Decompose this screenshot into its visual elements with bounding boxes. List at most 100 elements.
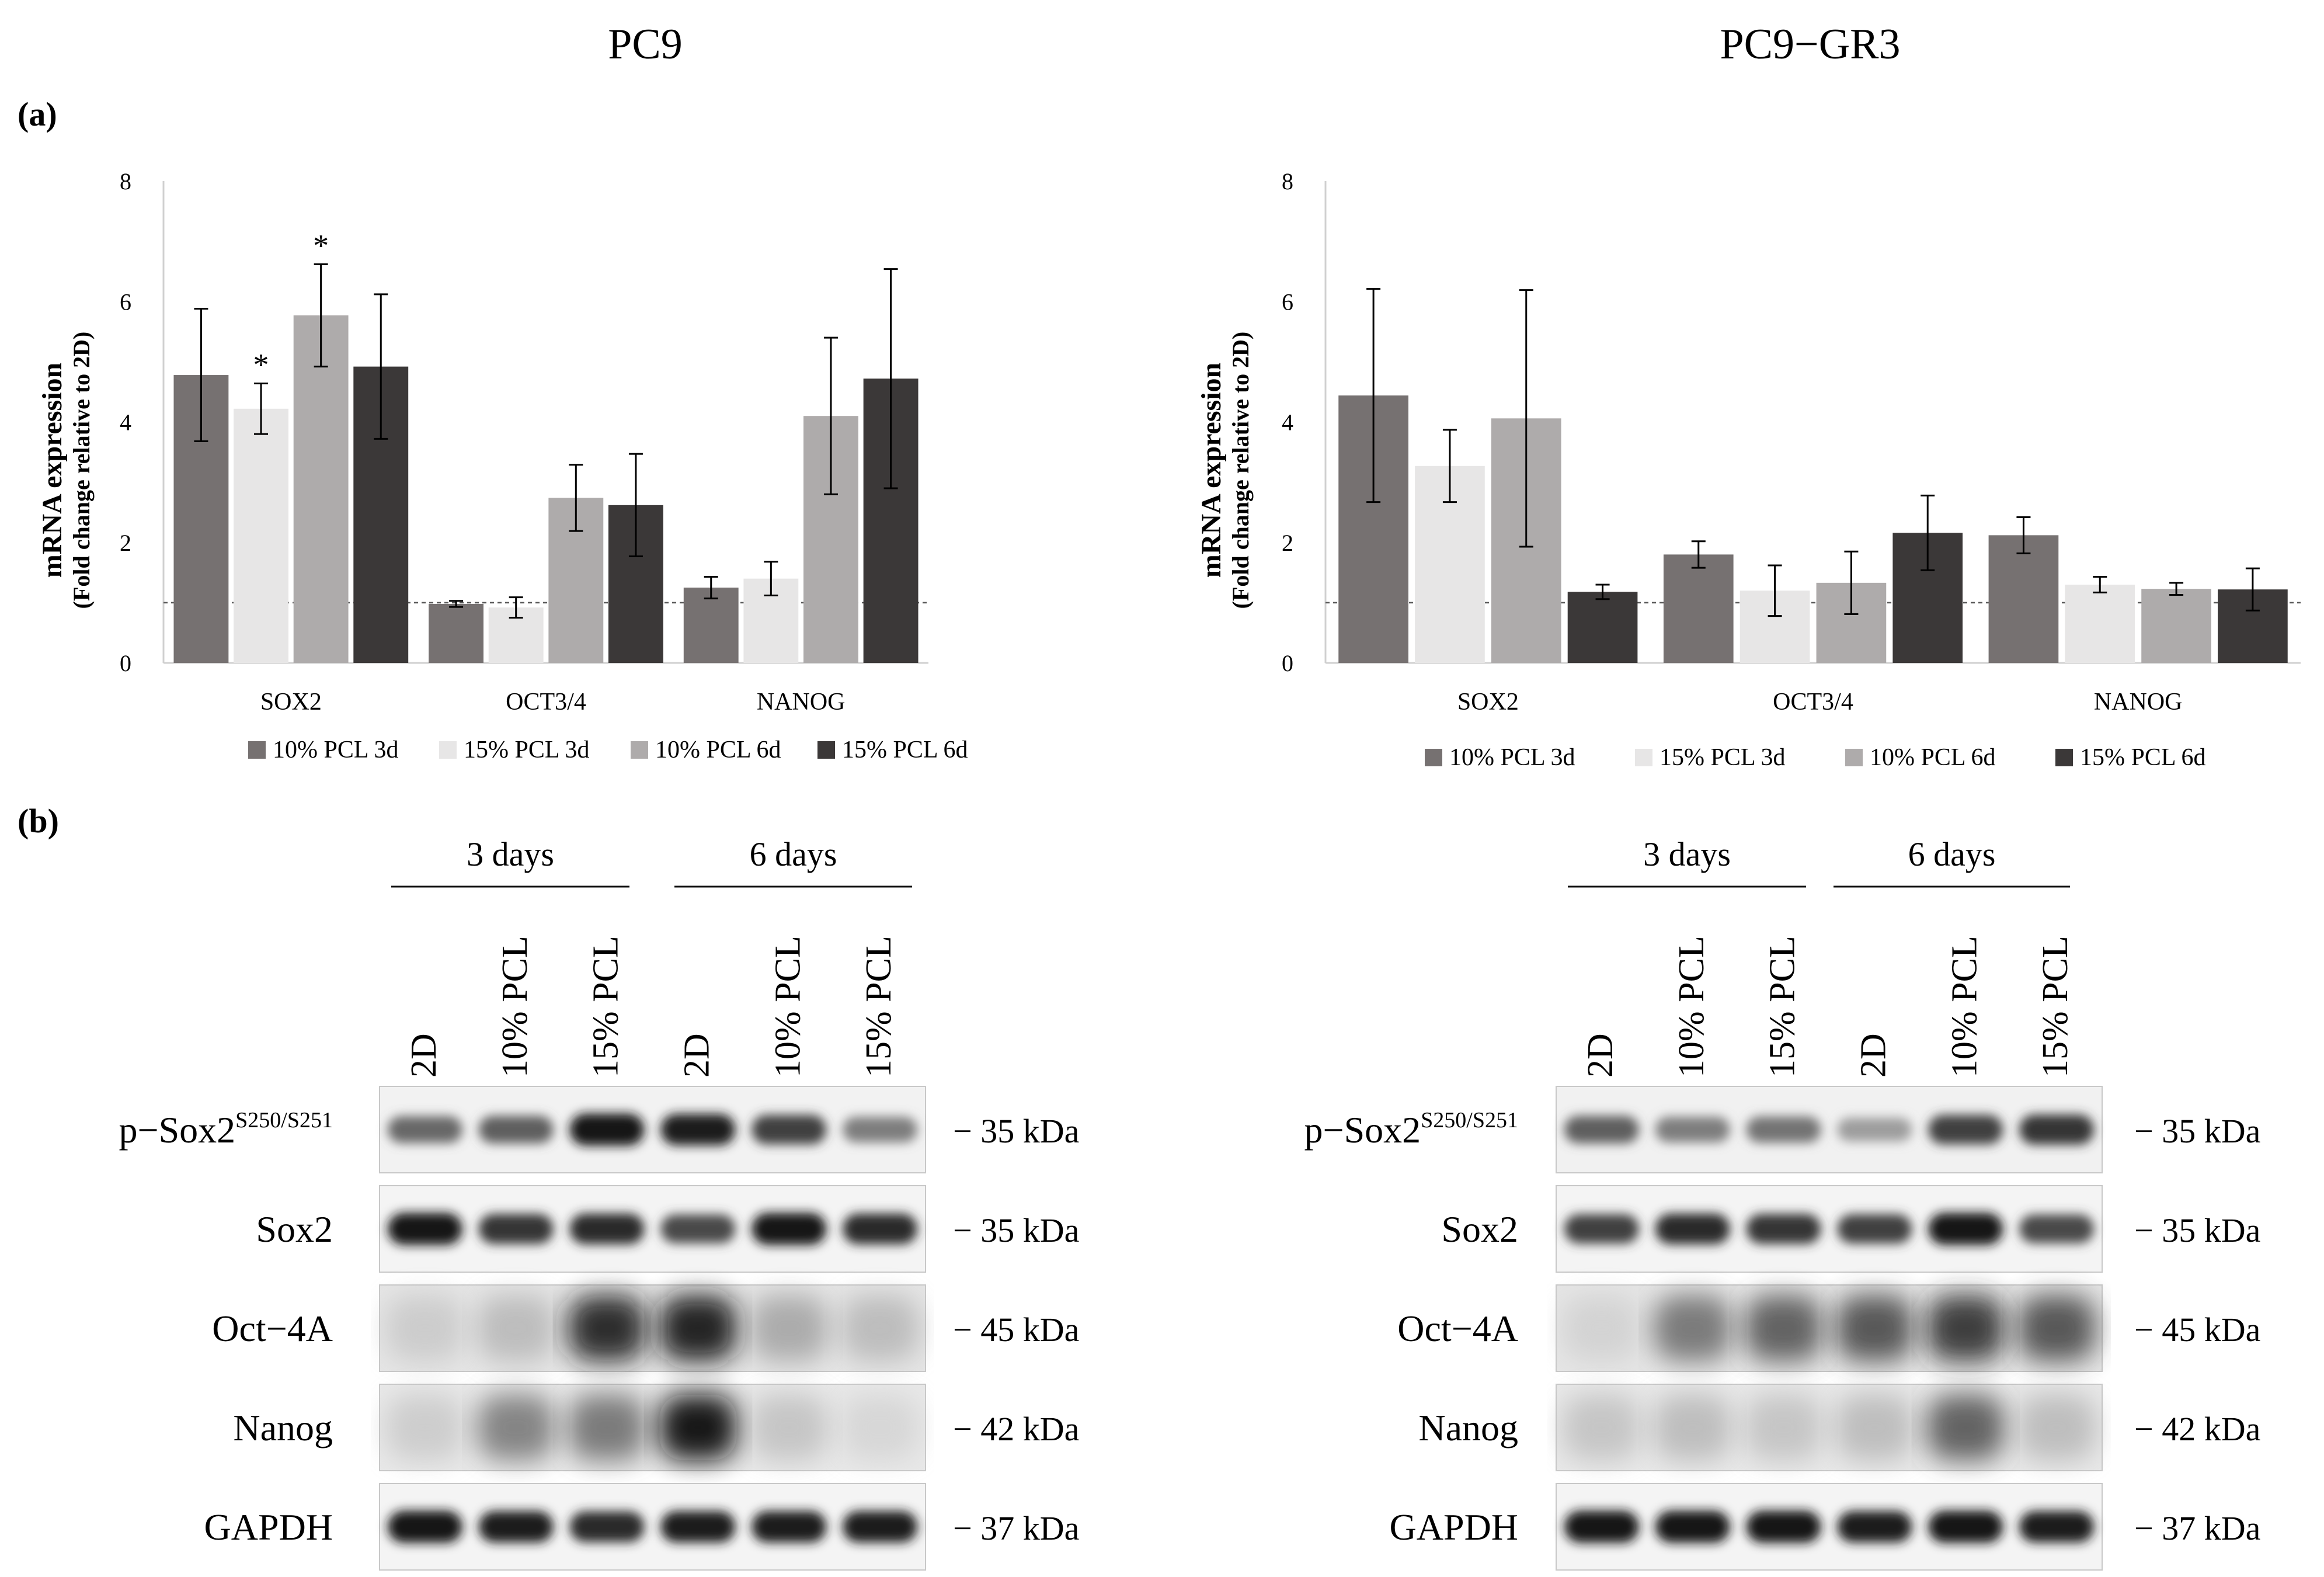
bar (1663, 554, 1734, 663)
protein-band (388, 1510, 462, 1543)
protein-band (752, 1114, 827, 1145)
molecular-weight-label: − 45 kDa (953, 1311, 1079, 1349)
western-blot-pc9: 3 days 6 days 2D 10% PCL 15% PCL 2D 10% PCL 15%… (119, 835, 1079, 1571)
lane-label: 2D (404, 1033, 444, 1078)
protein-band (1927, 1395, 2005, 1460)
legend-swatch (1425, 749, 1442, 766)
blot-row: p−Sox2S250/S251 − 35 kDa (119, 1086, 1079, 1173)
time-group-label: 6 days (1908, 835, 1996, 873)
category-label: OCT3/4 (506, 689, 586, 715)
protein-band (569, 1213, 645, 1245)
protein-band (1564, 1510, 1639, 1543)
y-tick-label: 8 (120, 168, 131, 194)
protein-name: Nanog (233, 1407, 333, 1449)
legend-label: 10% PCL 3d (1449, 744, 1575, 771)
significance-marker: * (313, 228, 329, 263)
protein-band (659, 1395, 737, 1460)
western-blot-pc9-gr3: 3 days 6 days 2D 10% PCL 15% PCL 2D 10% PCL 15%… (1304, 835, 2260, 1571)
molecular-weight-label: − 35 kDa (953, 1211, 1079, 1249)
protein-band (752, 1511, 827, 1543)
protein-band (843, 1511, 917, 1543)
protein-label: GAPDH (1390, 1506, 1518, 1548)
panel-a-label: (a) (18, 95, 57, 133)
protein-band (841, 1295, 919, 1361)
protein-band (569, 1511, 645, 1543)
phospho-site: S250/S251 (1421, 1108, 1518, 1133)
significance-marker: * (253, 348, 269, 383)
y-axis-label: mRNA expression (Fold change relative to… (37, 332, 95, 609)
protein-band (2017, 1395, 2096, 1460)
legend-swatch (631, 741, 648, 759)
protein-band (2017, 1295, 2096, 1361)
legend-label: 15% PCL 3d (464, 737, 589, 763)
protein-band (659, 1295, 737, 1361)
category-label: NANOG (757, 689, 846, 715)
protein-name: p−Sox2 (1304, 1109, 1421, 1151)
molecular-weight-label: − 35 kDa (953, 1112, 1079, 1150)
protein-band (386, 1395, 464, 1460)
protein-band (569, 1113, 645, 1146)
protein-band (1564, 1116, 1639, 1144)
bar (2141, 589, 2211, 663)
bar (293, 315, 349, 663)
protein-band (1836, 1395, 1914, 1460)
lane-label: 10% PCL (495, 936, 535, 1078)
protein-band (1655, 1510, 1730, 1543)
protein-band (2019, 1114, 2094, 1145)
protein-name: Sox2 (1441, 1208, 1518, 1250)
protein-band (478, 1511, 554, 1543)
membrane-strip (1556, 1483, 2103, 1571)
protein-band (1927, 1295, 2005, 1361)
bar (2065, 584, 2135, 663)
protein-band (1654, 1295, 1731, 1361)
protein-name: Oct−4A (212, 1308, 333, 1349)
blot-row: Nanog − 42 kDa (1418, 1384, 2260, 1471)
membrane-strip (379, 1284, 926, 1372)
legend-label: 15% PCL 6d (2080, 744, 2205, 771)
membrane-strip (1556, 1384, 2103, 1471)
protein-band (1745, 1295, 1822, 1361)
y-tick-label: 6 (120, 289, 131, 315)
protein-label: GAPDH (204, 1506, 333, 1548)
y-tick-label: 6 (1282, 289, 1293, 315)
phospho-site: S250/S251 (235, 1108, 333, 1133)
protein-band (1655, 1117, 1730, 1142)
lane-label: 15% PCL (1763, 936, 1803, 1078)
chart-title: PC9−GR3 (1720, 20, 1900, 68)
protein-band (1837, 1511, 1912, 1543)
molecular-weight-label: − 37 kDa (2134, 1509, 2260, 1547)
protein-band (1563, 1295, 1641, 1361)
legend-label: 15% PCL 3d (1659, 744, 1785, 771)
legend: 10% PCL 3d 15% PCL 3d 10% PCL 6d 15% PCL 6d (1425, 744, 2205, 771)
protein-band (386, 1295, 464, 1361)
chart-title: PC9 (608, 20, 683, 68)
bar (683, 588, 739, 663)
protein-name: GAPDH (204, 1506, 333, 1548)
blot-row: GAPDH − 37 kDa (1390, 1483, 2260, 1571)
protein-band (1746, 1116, 1821, 1143)
lane-label: 2D (677, 1033, 716, 1078)
blot-row: Nanog − 42 kDa (233, 1384, 1079, 1471)
time-group-label: 3 days (467, 835, 554, 873)
molecular-weight-label: − 45 kDa (2134, 1311, 2260, 1349)
legend-label: 10% PCL 6d (655, 737, 781, 763)
blot-row: Oct−4A − 45 kDa (212, 1284, 1079, 1372)
legend: 10% PCL 3d 15% PCL 3d 10% PCL 6d 15% PCL 6d (248, 737, 968, 763)
membrane-strip (379, 1185, 926, 1273)
protein-band (1837, 1214, 1912, 1244)
protein-name: p−Sox2 (119, 1109, 235, 1151)
chart-pc9-gr3: PC9−GR3 mRNA expression (Fold change rel… (1196, 20, 2301, 771)
lane-label: 2D (1853, 1033, 1893, 1078)
protein-band (477, 1395, 555, 1460)
category-label: SOX2 (1457, 689, 1519, 715)
protein-band (1655, 1213, 1730, 1245)
chart-pc9: PC9 mRNA expression (Fold change relativ… (37, 20, 968, 763)
membrane-strip (1556, 1086, 2103, 1173)
protein-band (1928, 1114, 2003, 1145)
y-tick-label: 2 (1282, 530, 1293, 556)
category-label: SOX2 (260, 689, 322, 715)
legend-swatch (439, 741, 457, 759)
blot-row: Oct−4A − 45 kDa (1397, 1284, 2260, 1372)
blot-row: p−Sox2S250/S251 − 35 kDa (1304, 1086, 2260, 1173)
protein-band (1654, 1395, 1731, 1460)
